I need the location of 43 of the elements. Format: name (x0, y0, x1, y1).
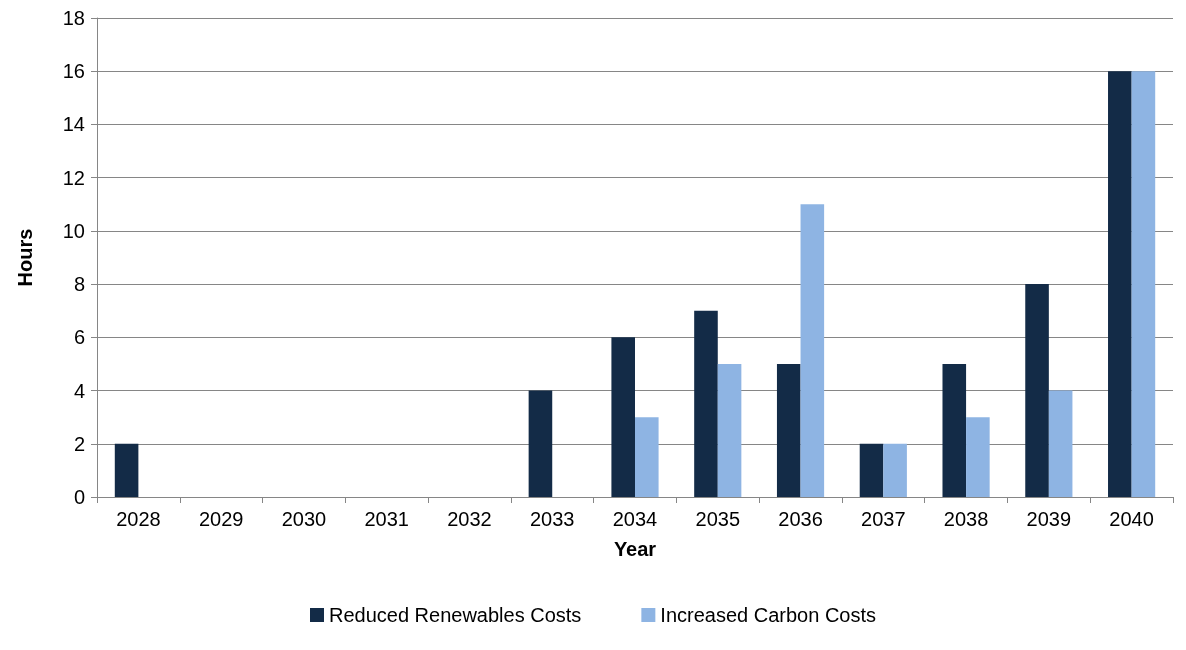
bar (942, 363, 967, 497)
x-tick-label: 2030 (281, 508, 327, 530)
bar (859, 443, 884, 497)
x-tick-label: 2029 (198, 508, 244, 530)
bar (1108, 71, 1132, 497)
bar (800, 204, 825, 497)
bar (883, 443, 907, 497)
bar (1131, 71, 1156, 497)
legend-label: Increased Carbon Costs (660, 604, 877, 626)
x-tick-label: 2036 (778, 508, 823, 530)
bar (114, 443, 139, 497)
x-tick-label: 2037 (861, 508, 906, 530)
y-tick-label: 10 (62, 219, 85, 242)
x-tick-label: 2034 (612, 508, 658, 530)
bar (1048, 390, 1073, 497)
x-tick-label: 2028 (116, 508, 161, 530)
x-tick-label: 2033 (529, 508, 575, 530)
bar (1025, 284, 1049, 497)
y-tick-label: 18 (62, 7, 85, 29)
x-tick-label: 2038 (943, 508, 989, 530)
y-tick-label: 14 (62, 113, 85, 136)
x-tick-label: 2035 (695, 508, 741, 530)
x-axis-title: Year (613, 538, 657, 560)
y-tick-label: 6 (73, 326, 85, 349)
y-tick-label: 2 (73, 432, 85, 455)
bar (717, 363, 742, 497)
bar (776, 363, 801, 497)
bar (694, 310, 718, 497)
x-tick-label: 2031 (364, 508, 409, 530)
legend-label: Reduced Renewables Costs (328, 604, 582, 626)
y-tick-label: 8 (73, 273, 85, 296)
x-tick-label: 2040 (1109, 508, 1154, 530)
bar (611, 337, 635, 497)
x-tick-label: 2032 (447, 508, 492, 530)
y-tick-label: 0 (73, 486, 85, 508)
bar (966, 417, 990, 497)
y-tick-label: 16 (62, 60, 85, 83)
y-tick-label: 12 (62, 166, 85, 189)
y-axis-title: Hours (14, 228, 36, 287)
bar (635, 417, 659, 497)
bar (528, 390, 553, 497)
x-tick-label: 2039 (1026, 508, 1072, 530)
y-tick-label: 4 (73, 379, 85, 402)
